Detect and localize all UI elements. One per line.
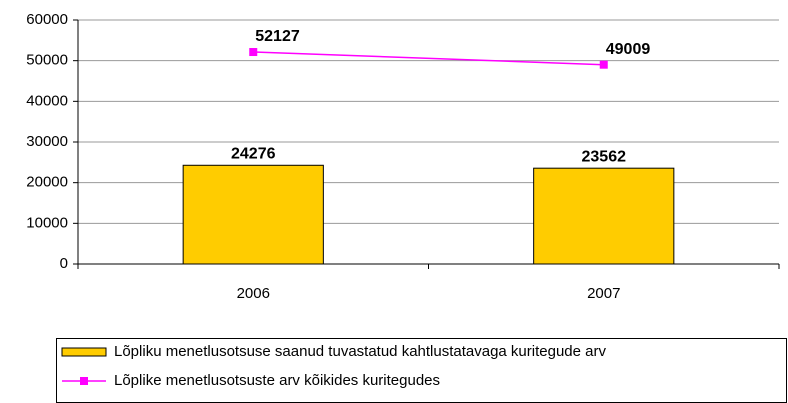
legend-label: Lõpliku menetlusotsuse saanud tuvastatud… (114, 343, 606, 360)
x-tick-label: 2007 (587, 285, 620, 302)
data-label: 49009 (606, 41, 651, 58)
y-tick-label: 40000 (26, 92, 68, 109)
y-tick-label: 0 (60, 255, 68, 272)
y-tick-label: 60000 (26, 11, 68, 28)
data-label: 24276 (231, 145, 276, 162)
y-tick-label: 30000 (26, 133, 68, 150)
y-tick-label: 20000 (26, 174, 68, 191)
marker (249, 48, 258, 57)
marker (599, 60, 608, 69)
line (253, 51, 604, 66)
data-label: 23562 (582, 148, 627, 165)
y-tick-label: 10000 (26, 214, 68, 231)
data-label: 52127 (255, 28, 300, 45)
legend-label: Lõplike menetlusotsuste arv kõikides kur… (114, 372, 440, 389)
y-tick-label: 50000 (26, 52, 68, 69)
bar (182, 164, 324, 265)
legend-swatch (61, 347, 107, 357)
x-tick-label: 2006 (237, 285, 270, 302)
legend-marker (80, 377, 88, 385)
bar (533, 167, 675, 265)
